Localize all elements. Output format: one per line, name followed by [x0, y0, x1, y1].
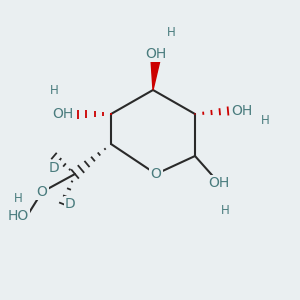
Text: OH: OH [208, 176, 230, 190]
Text: HO: HO [8, 209, 29, 223]
Text: OH: OH [231, 104, 252, 118]
Text: H: H [50, 83, 58, 97]
Text: D: D [65, 197, 76, 211]
Text: OH: OH [146, 47, 167, 61]
Text: D: D [49, 161, 59, 175]
Polygon shape [151, 54, 161, 90]
Text: OH: OH [52, 107, 74, 121]
Text: H: H [220, 203, 230, 217]
Text: O: O [37, 185, 47, 199]
Text: H: H [167, 26, 176, 40]
Text: O: O [151, 167, 161, 181]
Text: H: H [14, 191, 22, 205]
Text: H: H [261, 113, 270, 127]
